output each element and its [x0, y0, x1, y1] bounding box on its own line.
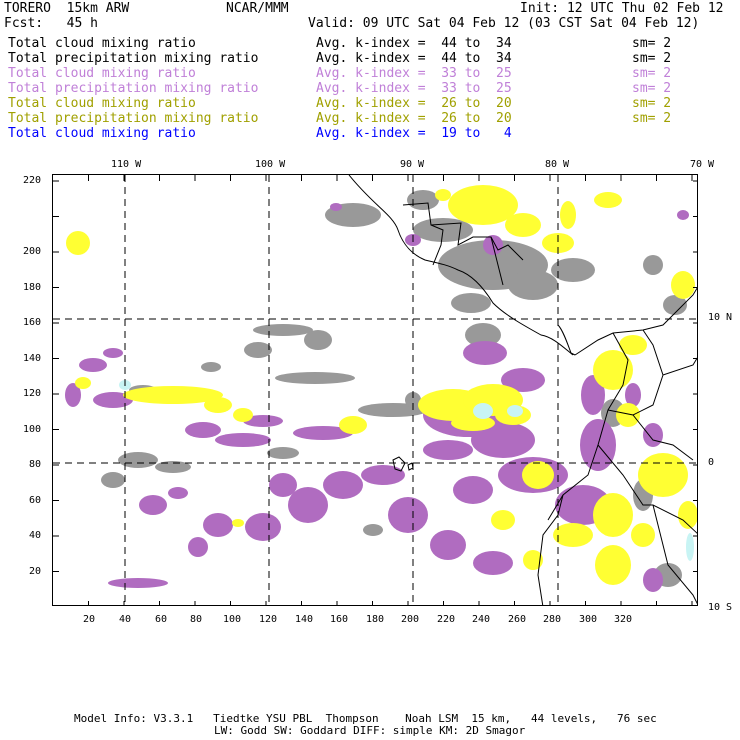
x-tick: 220 [437, 614, 456, 625]
lat-label-0: 0 [708, 457, 715, 468]
legend-field-2: Total cloud mixing ratio [8, 66, 196, 81]
axis-ticks [53, 175, 697, 605]
lat-label-10n: 10 N [708, 312, 733, 323]
legend-index-5: Avg. k-index = 26 to 20 [316, 111, 512, 126]
x-tick: 160 [330, 614, 349, 625]
y-tick: 120 [23, 388, 42, 399]
legend-sm-3: sm= 2 [632, 81, 672, 96]
map-canvas [53, 175, 697, 605]
legend-sm-4: sm= 2 [632, 96, 672, 111]
y-tick: 200 [23, 246, 42, 257]
lat-label-10s: 10 S [708, 602, 733, 613]
organization-label: NCAR/MMM [226, 1, 289, 16]
x-tick: 280 [543, 614, 562, 625]
x-tick: 140 [295, 614, 314, 625]
legend-index-6: Avg. k-index = 19 to 4 [316, 126, 512, 141]
y-tick: 20 [29, 566, 42, 577]
legend-sm-2: sm= 2 [632, 66, 672, 81]
x-tick: 180 [366, 614, 385, 625]
y-tick: 220 [23, 175, 42, 186]
y-tick: 100 [23, 424, 42, 435]
y-tick: 140 [23, 353, 42, 364]
y-tick: 40 [29, 530, 42, 541]
lon-label-100w: 100 W [255, 159, 286, 170]
legend-index-3: Avg. k-index = 33 to 25 [316, 81, 512, 96]
coastlines [348, 175, 697, 605]
lat-lon-grid [53, 175, 697, 605]
x-tick: 200 [401, 614, 420, 625]
valid-time: Valid: 09 UTC Sat 04 Feb 12 (03 CST Sat … [308, 16, 700, 31]
x-tick: 100 [223, 614, 242, 625]
lon-label-70w: 70 W [690, 159, 715, 170]
lon-label-110w: 110 W [111, 159, 142, 170]
x-tick: 300 [579, 614, 598, 625]
legend-index-1: Avg. k-index = 44 to 34 [316, 51, 512, 66]
y-tick: 60 [29, 495, 42, 506]
x-tick: 60 [155, 614, 168, 625]
x-tick: 260 [508, 614, 527, 625]
legend-sm-0: sm= 2 [632, 36, 672, 51]
y-tick: 180 [23, 282, 42, 293]
forecast-map [52, 174, 698, 606]
x-tick: 20 [83, 614, 96, 625]
yellow-cloud-areas [66, 185, 697, 585]
legend-index-2: Avg. k-index = 33 to 25 [316, 66, 512, 81]
legend-field-0: Total cloud mixing ratio [8, 36, 196, 51]
init-time: Init: 12 UTC Thu 02 Feb 12 [520, 1, 724, 16]
legend-field-5: Total precipitation mixing ratio [8, 111, 259, 126]
x-tick: 80 [190, 614, 203, 625]
legend-sm-1: sm= 2 [632, 51, 672, 66]
x-tick: 120 [259, 614, 278, 625]
x-tick: 320 [614, 614, 633, 625]
legend-field-6: Total cloud mixing ratio [8, 126, 196, 141]
cyan-cloud-areas [119, 380, 694, 561]
legend-field-3: Total precipitation mixing ratio [8, 81, 259, 96]
x-tick: 240 [472, 614, 491, 625]
y-tick: 80 [29, 459, 42, 470]
lon-label-90w: 90 W [400, 159, 425, 170]
model-title: TORERO 15km ARW [4, 1, 130, 16]
legend-sm-5: sm= 2 [632, 111, 672, 126]
physics-info-line: LW: Godd SW: Goddard DIFF: simple KM: 2D… [214, 724, 526, 737]
legend-field-1: Total precipitation mixing ratio [8, 51, 259, 66]
legend-index-4: Avg. k-index = 26 to 20 [316, 96, 512, 111]
forecast-hour: Fcst: 45 h [4, 16, 98, 31]
y-tick: 160 [23, 317, 42, 328]
model-info-line: Model Info: V3.3.1 Tiedtke YSU PBL Thomp… [74, 712, 657, 725]
x-tick: 40 [119, 614, 132, 625]
lon-label-80w: 80 W [545, 159, 570, 170]
legend-index-0: Avg. k-index = 44 to 34 [316, 36, 512, 51]
legend-field-4: Total cloud mixing ratio [8, 96, 196, 111]
